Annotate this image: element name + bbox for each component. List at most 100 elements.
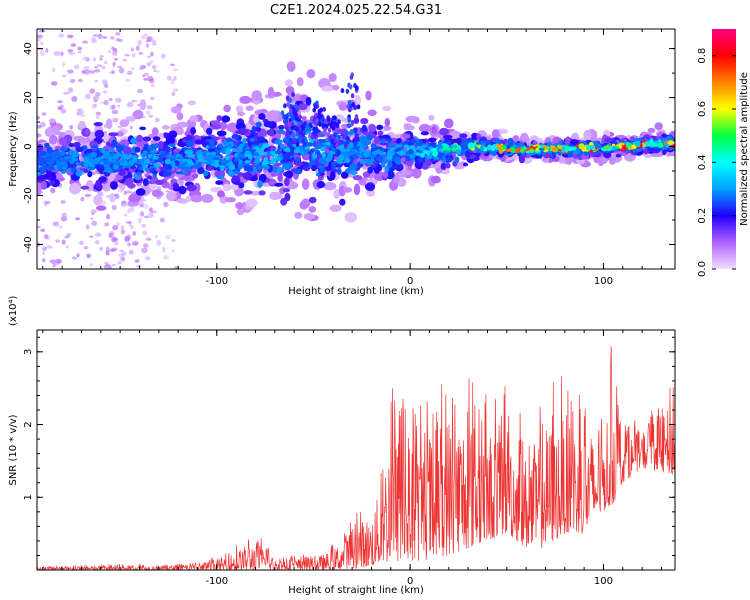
heatmap-cell <box>205 145 210 149</box>
heatmap-cell <box>286 102 290 108</box>
heatmap-cell <box>41 258 46 263</box>
heatmap-cell <box>97 33 103 39</box>
heatmap-cell <box>75 170 83 177</box>
heatmap-cell <box>376 124 384 130</box>
heatmap-cell <box>239 95 252 104</box>
heatmap-cell <box>40 41 44 45</box>
heatmap-cell <box>187 100 197 106</box>
heatmap-cell <box>285 170 294 179</box>
heatmap-cell <box>210 151 216 157</box>
heatmap-cell <box>263 120 273 128</box>
heatmap-cell <box>231 148 237 152</box>
heatmap-cell <box>299 120 304 125</box>
heatmap-cell <box>124 213 128 217</box>
heatmap-cell <box>343 187 353 193</box>
heatmap-cell <box>79 114 86 118</box>
heatmap-cell <box>235 105 244 113</box>
heatmap-cell <box>291 91 295 97</box>
heatmap-cell <box>272 166 278 174</box>
heatmap-cell <box>96 150 102 158</box>
heatmap-cell <box>321 117 325 123</box>
heatmap-cell <box>103 99 109 106</box>
heatmap-cell <box>124 54 130 57</box>
heatmap-cell <box>278 124 285 130</box>
heatmap-cell <box>71 256 78 260</box>
heatmap-cell <box>112 50 118 57</box>
heatmap-cell <box>359 159 366 164</box>
heatmap-cell <box>131 53 136 58</box>
heatmap-cell <box>189 115 199 123</box>
heatmap-cell <box>67 34 74 39</box>
heatmap-cell <box>335 123 340 129</box>
heatmap-cell <box>80 185 90 190</box>
heatmap-cell <box>129 225 135 230</box>
heatmap-cell <box>350 93 355 99</box>
heatmap-cell <box>277 166 283 173</box>
heatmap-cell <box>77 51 82 54</box>
heatmap-cell <box>57 106 63 111</box>
heatmap-cell <box>285 114 289 120</box>
heatmap-cell <box>61 146 68 151</box>
heatmap-cell <box>291 131 296 137</box>
heatmap-cell <box>462 141 470 147</box>
heatmap-cell <box>282 188 290 193</box>
heatmap-cell <box>305 96 312 106</box>
heatmap-cell <box>409 139 418 144</box>
heatmap-cell <box>542 157 550 163</box>
heatmap-cell <box>44 200 48 206</box>
heatmap-cell <box>133 156 138 164</box>
heatmap-cell <box>237 153 243 159</box>
heatmap-cell <box>441 156 447 163</box>
heatmap-cell <box>367 109 377 117</box>
heatmap-cell <box>262 164 270 170</box>
heatmap-cell <box>152 170 158 175</box>
heatmap-cell <box>37 133 42 138</box>
heatmap-cell <box>100 65 106 70</box>
heatmap-cell <box>249 138 255 142</box>
heatmap-cell <box>120 256 126 262</box>
heatmap-cell <box>156 239 161 246</box>
heatmap-cell <box>66 235 71 238</box>
heatmap-cell <box>491 145 496 152</box>
heatmap-cell <box>280 143 285 149</box>
heatmap-cell <box>454 156 460 164</box>
heatmap-cell <box>118 67 125 74</box>
heatmap-cell <box>347 117 352 123</box>
heatmap-cell <box>347 114 351 120</box>
heatmap-cell <box>452 144 458 149</box>
heatmap-cell <box>128 193 141 203</box>
heatmap-cell <box>615 145 619 150</box>
heatmap-cell <box>152 64 157 70</box>
heatmap-cell <box>216 130 227 137</box>
heatmap-cell <box>329 143 334 149</box>
heatmap-cell <box>166 154 172 158</box>
heatmap-cell <box>173 88 179 92</box>
heatmap-cell <box>92 57 97 62</box>
heatmap-cell <box>480 144 484 152</box>
heatmap-cell <box>244 153 249 157</box>
heatmap-cell <box>330 139 335 145</box>
heatmap-cell <box>181 175 191 181</box>
heatmap-cell <box>109 232 114 238</box>
heatmap-cell <box>251 90 262 101</box>
heatmap-cell <box>166 75 172 81</box>
heatmap-cell <box>159 217 165 223</box>
heatmap-cell <box>288 98 293 103</box>
heatmap-cell <box>306 69 316 79</box>
heatmap-cell <box>70 43 77 47</box>
heatmap-cell <box>612 145 616 149</box>
heatmap-cell <box>370 143 377 149</box>
heatmap-cell <box>84 160 92 165</box>
heatmap-cell <box>631 144 638 149</box>
heatmap-cell <box>69 182 81 195</box>
heatmap-cell <box>282 152 290 160</box>
heatmap-cell <box>161 125 170 130</box>
heatmap-cell <box>66 69 74 74</box>
heatmap-cell <box>50 187 56 194</box>
heatmap-cell <box>258 113 266 120</box>
heatmap-cell <box>61 212 67 219</box>
heatmap-cell <box>578 143 585 150</box>
heatmap-cell <box>105 250 110 256</box>
heatmap-cell <box>188 153 196 158</box>
heatmap-cell <box>61 170 66 174</box>
